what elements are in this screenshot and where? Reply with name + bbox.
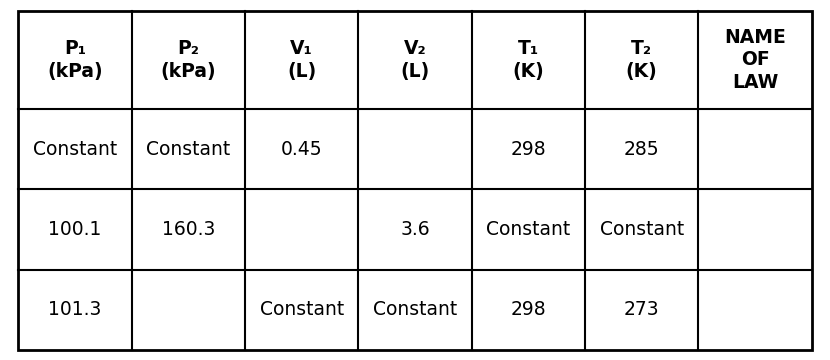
Text: P₂
(kPa): P₂ (kPa) — [160, 39, 216, 81]
Text: Constant: Constant — [486, 220, 570, 239]
Text: 100.1: 100.1 — [48, 220, 101, 239]
Text: Constant: Constant — [599, 220, 684, 239]
Text: Constant: Constant — [260, 300, 344, 319]
Text: 160.3: 160.3 — [162, 220, 215, 239]
Text: Constant: Constant — [146, 140, 231, 158]
Text: Constant: Constant — [33, 140, 117, 158]
Text: 101.3: 101.3 — [48, 300, 101, 319]
Text: P₁
(kPa): P₁ (kPa) — [47, 39, 103, 81]
Text: 298: 298 — [510, 300, 546, 319]
Text: 0.45: 0.45 — [281, 140, 323, 158]
Text: V₂
(L): V₂ (L) — [400, 39, 430, 81]
Text: T₁
(K): T₁ (K) — [512, 39, 544, 81]
Text: Constant: Constant — [373, 300, 457, 319]
Text: 298: 298 — [510, 140, 546, 158]
Text: 285: 285 — [624, 140, 660, 158]
Text: T₂
(K): T₂ (K) — [626, 39, 657, 81]
Text: 3.6: 3.6 — [400, 220, 430, 239]
Text: 273: 273 — [624, 300, 660, 319]
Text: NAME
OF
LAW: NAME OF LAW — [725, 28, 786, 92]
Text: V₁
(L): V₁ (L) — [287, 39, 316, 81]
